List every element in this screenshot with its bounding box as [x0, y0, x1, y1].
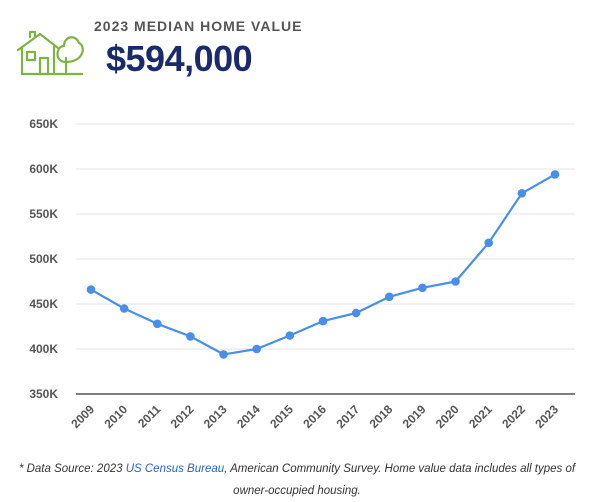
data-point — [252, 344, 262, 354]
data-point — [152, 319, 162, 329]
data-point — [119, 304, 129, 313]
x-tick-label: 2021 — [466, 402, 495, 431]
x-tick-label: 2020 — [433, 402, 462, 431]
data-point — [318, 316, 328, 326]
data-point — [86, 285, 96, 294]
data-point — [219, 350, 228, 359]
data-point — [484, 238, 494, 248]
x-tick-label: 2012 — [168, 402, 197, 431]
footnote: * Data Source: 2023 US Census Bureau, Am… — [14, 458, 580, 502]
x-tick-label: 2013 — [201, 402, 230, 431]
data-point — [285, 331, 295, 340]
x-tick-label: 2015 — [267, 402, 296, 431]
data-point — [418, 283, 427, 293]
data-point — [451, 277, 460, 286]
x-tick-label: 2017 — [333, 402, 362, 431]
data-point — [517, 189, 527, 198]
y-tick-label: 650K — [29, 117, 58, 131]
footnote-suffix: , American Community Survey. Home value … — [224, 463, 576, 497]
data-point — [550, 170, 560, 179]
y-tick-label: 450K — [29, 297, 58, 311]
series-line — [90, 173, 556, 356]
data-point — [351, 308, 361, 318]
data-point — [384, 292, 394, 302]
y-tick-label: 350K — [29, 387, 58, 401]
y-tick-label: 500K — [29, 252, 58, 266]
y-tick-label: 400K — [29, 342, 58, 356]
x-tick-label: 2022 — [499, 402, 528, 431]
x-tick-label: 2010 — [101, 402, 130, 431]
x-tick-label: 2011 — [135, 402, 164, 431]
header-label: 2023 MEDIAN HOME VALUE — [94, 18, 303, 34]
y-tick-label: 600K — [29, 162, 58, 176]
footnote-prefix: * Data Source: 2023 — [18, 463, 126, 475]
house-tree-icon — [16, 30, 84, 76]
data-point — [186, 332, 195, 341]
x-tick-label: 2018 — [367, 402, 396, 431]
x-tick-label: 2023 — [532, 402, 561, 431]
y-tick-label: 550K — [29, 207, 58, 221]
header-value: $594,000 — [106, 38, 253, 79]
x-tick-label: 2016 — [300, 402, 329, 431]
census-link[interactable]: US Census Bureau — [125, 463, 225, 475]
x-tick-label: 2014 — [234, 402, 263, 431]
x-tick-label: 2019 — [400, 402, 429, 431]
x-tick-label: 2009 — [68, 402, 97, 431]
